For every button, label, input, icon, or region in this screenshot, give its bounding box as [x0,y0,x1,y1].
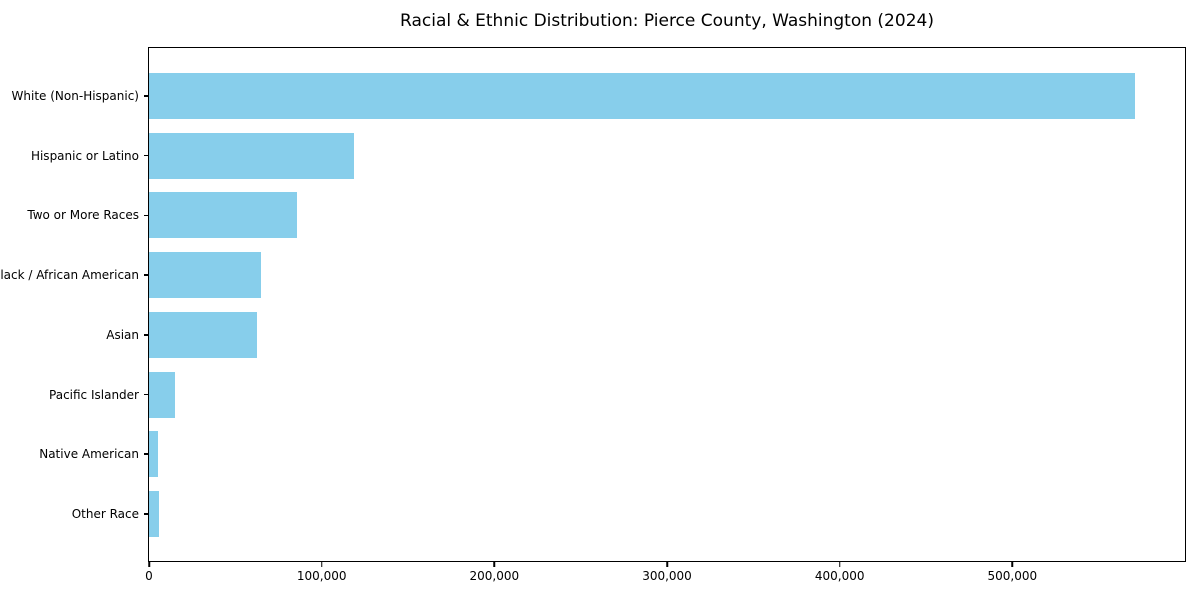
bar-rows: White (Non-Hispanic) Hispanic or Latino Tw… [0,48,1185,561]
y-axis-tick [143,334,149,336]
x-axis-tick [148,561,150,567]
x-axis-tick [838,561,841,567]
x-tick-label: 100,000 [296,569,347,583]
category-label: Two or More Races [27,208,139,223]
bar-row: Asian [106,311,1185,358]
bar-native-american [149,431,159,478]
bar-row: Two or More Races [27,192,1185,239]
category-label: Native American [39,447,139,462]
x-axis-tick [493,561,496,567]
y-axis-tick [143,453,149,455]
bar-two-or-more-races [149,192,298,239]
category-label: Hispanic or Latino [30,148,139,163]
bar-row: Pacific Islander [49,371,1185,418]
x-tick-label: 200,000 [469,569,520,583]
category-label: White (Non-Hispanic) [11,89,139,103]
y-axis-tick [143,154,149,157]
x-axis-tick [320,561,323,567]
category-label: Black / African American [0,268,139,283]
bar-row: Other Race [72,490,1185,537]
chart-title: Racial & Ethnic Distribution: Pierce Cou… [400,11,934,31]
bar-row: White (Non-Hispanic) [12,73,1185,119]
x-tick-label: 300,000 [642,569,692,583]
plot-area: White (Non-Hispanic) Hispanic or Latino Tw… [0,47,1186,583]
x-tick-label: 0 [145,569,153,583]
bar-black-african-american [149,252,262,299]
category-label: Asian [106,327,139,342]
category-label: Other Race [71,506,139,521]
y-axis-tick [143,274,149,276]
bar-row: Black / African American [0,252,1185,299]
bar-asian [149,311,257,358]
x-tick-label: 400,000 [814,569,865,583]
bar-other-race [149,490,160,537]
y-axis-tick [143,513,149,515]
bar-pacific-islander [149,371,175,418]
bar-white-non-hispanic [149,73,1135,119]
bar-row: Hispanic or Latino [31,132,1185,179]
category-label: Pacific Islander [49,387,139,402]
x-axis-tick [1011,561,1014,567]
x-axis-tick [666,561,668,567]
y-axis-tick [143,393,149,396]
y-axis-tick [143,214,149,217]
x-tick-label: 500,000 [987,569,1038,583]
y-axis-tick [143,95,149,97]
bar-row: Native American [39,431,1185,478]
bar-hispanic-or-latino [149,132,355,179]
